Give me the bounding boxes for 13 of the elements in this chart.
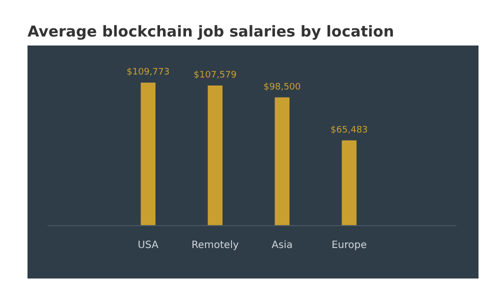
bar [208, 86, 223, 226]
bar [342, 140, 357, 226]
bar [274, 97, 290, 226]
x-tick-label: Asia [272, 240, 293, 252]
x-tick-label: Remotely [191, 240, 239, 252]
x-tick-label: USA [138, 240, 159, 252]
bar [140, 82, 156, 226]
chart-title: Average blockchain job salaries by location [28, 22, 394, 40]
data-label: $65,483 [330, 125, 368, 136]
data-label: $107,579 [194, 70, 237, 81]
data-label: $109,773 [126, 68, 170, 78]
x-tick-label: Europe [332, 240, 367, 252]
data-label: $98,500 [264, 82, 302, 92]
